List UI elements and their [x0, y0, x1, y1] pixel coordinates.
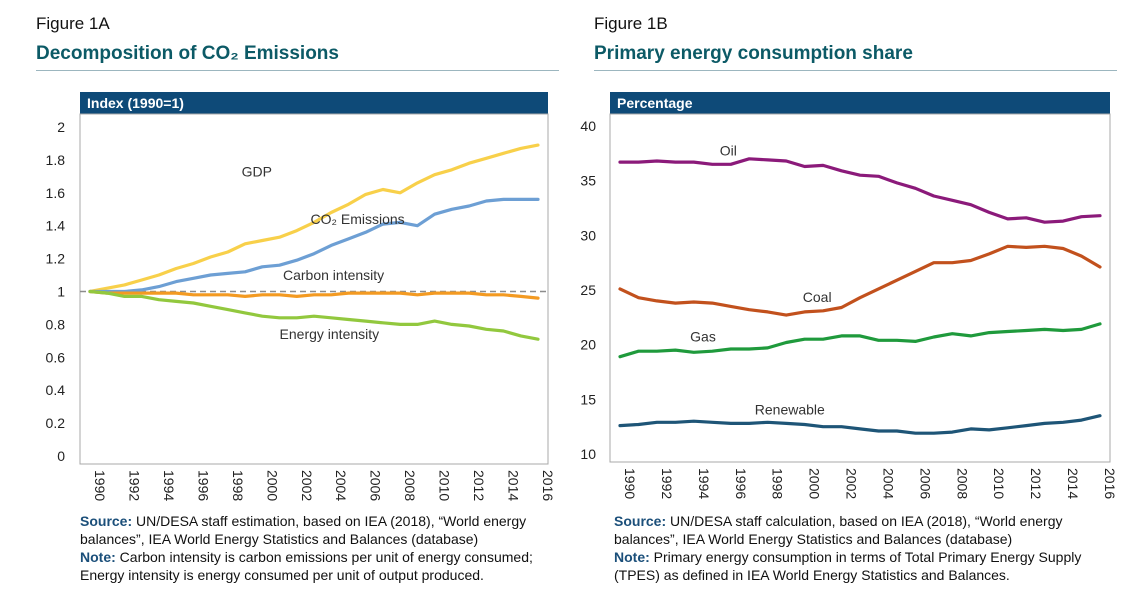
- x-tick-label: 1992: [659, 468, 675, 499]
- y-tick-label: 35: [580, 173, 596, 189]
- x-tick-label: 1998: [770, 468, 786, 499]
- series-label: Energy intensity: [280, 326, 380, 342]
- y-tick-label: 1.2: [46, 251, 66, 267]
- y-tick-label: 20: [580, 337, 596, 353]
- figure-1b-title-rule: [594, 70, 1117, 71]
- y-tick-label: 25: [580, 282, 596, 298]
- y-tick-label: 0.6: [46, 349, 66, 365]
- series-label: GDP: [242, 163, 272, 179]
- plot-frame: [79, 113, 549, 465]
- figure-1a-note: Note: Carbon intensity is carbon emissio…: [80, 549, 533, 583]
- series-line: [618, 244, 1102, 317]
- y-tick-label: 2: [57, 119, 65, 135]
- x-tick-label: 2006: [917, 468, 933, 499]
- chart-header-text: Percentage: [617, 95, 693, 111]
- x-tick-label: 2012: [471, 470, 487, 501]
- x-tick-label: 1994: [696, 468, 712, 499]
- series-line: [88, 289, 540, 300]
- series-label: Coal: [803, 289, 832, 305]
- x-tick-label: 2014: [1065, 468, 1081, 499]
- x-tick-label: 2004: [880, 468, 896, 499]
- x-tick-label: 1992: [126, 470, 142, 501]
- x-tick-label: 1994: [161, 470, 177, 501]
- x-tick-label: 2010: [437, 470, 453, 501]
- series-line: [618, 157, 1102, 224]
- series-label: Gas: [690, 328, 716, 344]
- x-tick-label: 2000: [807, 468, 823, 499]
- figure-1a-panel: Figure 1A Decomposition of CO₂ Emissions…: [0, 0, 559, 595]
- figure-1a-source: Source: UN/DESA staff estimation, based …: [80, 513, 527, 547]
- figure-1b-note: Note: Primary energy consumption in term…: [614, 549, 1082, 583]
- figure-1a-title: Decomposition of CO₂ Emissions: [36, 43, 339, 64]
- x-tick-label: 2016: [1102, 468, 1118, 499]
- series-label: Carbon intensity: [283, 267, 384, 283]
- x-tick-label: 2010: [991, 468, 1007, 499]
- y-tick-label: 40: [580, 118, 596, 134]
- chart-header-bar: [80, 92, 548, 114]
- x-tick-label: 1998: [230, 470, 246, 501]
- x-tick-label: 1996: [733, 468, 749, 499]
- x-tick-label: 2002: [299, 470, 315, 501]
- x-tick-label: 2006: [368, 470, 384, 501]
- series-line: [88, 197, 540, 294]
- series-line: [618, 414, 1102, 435]
- y-tick-label: 15: [580, 391, 596, 407]
- x-tick-label: 1996: [195, 470, 211, 501]
- y-tick-label: 1.4: [46, 218, 66, 234]
- y-tick-label: 30: [580, 227, 596, 243]
- figure-1b-notes: Source: UN/DESA staff calculation, based…: [614, 512, 1098, 584]
- series-label: Renewable: [755, 402, 825, 418]
- y-tick-label: 10: [580, 446, 596, 462]
- series-label: Oil: [720, 143, 737, 159]
- figure-1b-label: Figure 1B: [594, 14, 668, 33]
- y-tick-label: 0.2: [46, 415, 66, 431]
- figure-1b-chart: Percentage 10 15 20 25 30 35 40 1990 1992 1994 1996…: [580, 92, 1118, 499]
- chart-header-text: Index (1990=1): [87, 95, 184, 111]
- x-tick-label: 2014: [506, 470, 522, 501]
- chart-header-bar: [610, 92, 1110, 114]
- figure-1b-title: Primary energy consumption share: [594, 43, 913, 64]
- y-tick-label: 1.8: [46, 152, 66, 168]
- series-line: [88, 143, 540, 294]
- series-line: [88, 289, 540, 341]
- figure-1a-title-rule: [36, 70, 559, 71]
- x-tick-label: 2008: [954, 468, 970, 499]
- series-label: CO₂ Emissions: [311, 211, 405, 227]
- x-tick-label: 2000: [264, 470, 280, 501]
- plot-frame: [609, 113, 1111, 463]
- x-tick-label: 1990: [622, 468, 638, 499]
- figure-1a-notes: Source: UN/DESA staff estimation, based …: [80, 512, 550, 584]
- x-tick-label: 2016: [540, 470, 556, 501]
- y-tick-label: 0.8: [46, 316, 66, 332]
- x-tick-label: 2002: [844, 468, 860, 499]
- x-tick-label: 2004: [333, 470, 349, 501]
- figure-1a-chart: Index (1990=1) 0 0.2 0.4 0.6 0.8 1 1.2 1.4 1.6 1.8…: [46, 92, 556, 501]
- figure-1a-label: Figure 1A: [36, 14, 110, 33]
- x-tick-label: 1990: [92, 470, 108, 501]
- y-tick-label: 1: [57, 284, 65, 300]
- y-tick-label: 0: [57, 448, 65, 464]
- y-tick-label: 0.4: [46, 382, 66, 398]
- y-tick-label: 1.6: [46, 185, 66, 201]
- figure-1b-panel: Figure 1B Primary energy consumption sha…: [580, 0, 1125, 595]
- x-tick-label: 2008: [402, 470, 418, 501]
- x-tick-label: 2012: [1028, 468, 1044, 499]
- series-line: [618, 322, 1102, 359]
- figure-1b-source: Source: UN/DESA staff calculation, based…: [614, 513, 1063, 547]
